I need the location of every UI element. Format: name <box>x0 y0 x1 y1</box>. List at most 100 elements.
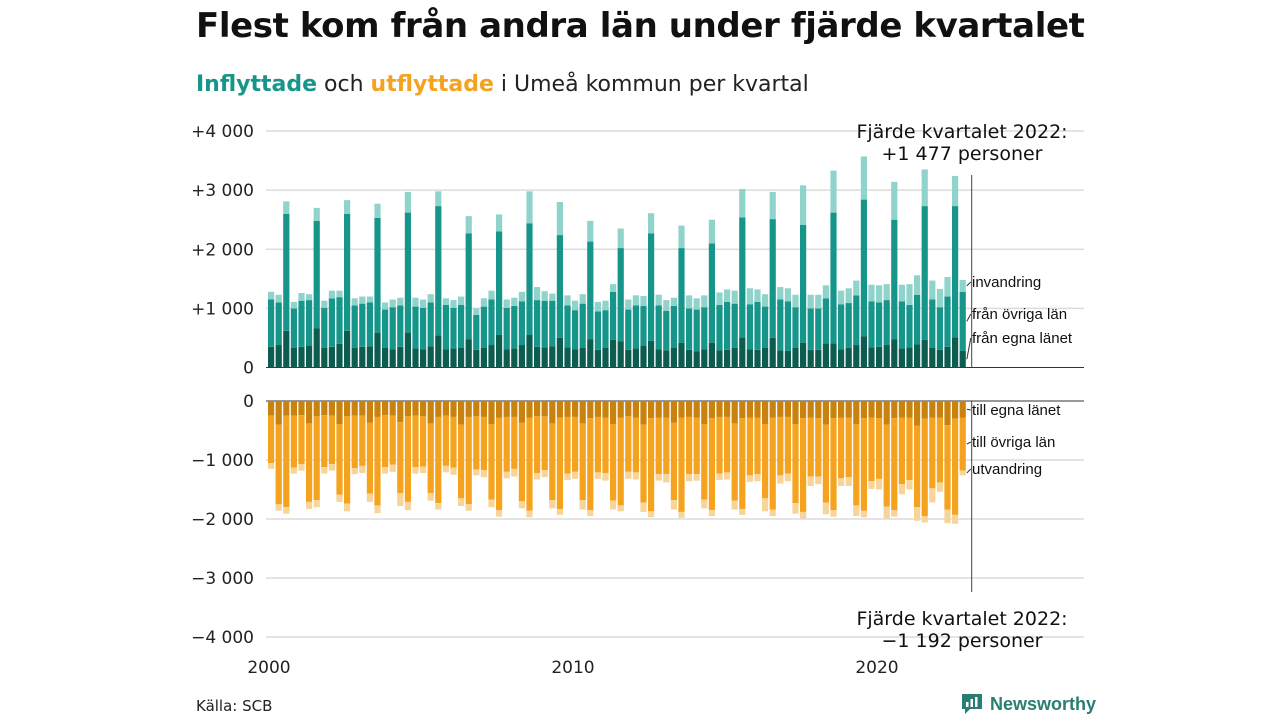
inflow-bar-invandring <box>496 214 503 232</box>
inflow-bar-från-övriga-län <box>321 307 328 348</box>
inflow-bar-invandring <box>792 294 799 308</box>
outflow-bar-till-egna-länet <box>420 401 427 417</box>
inflow-bar-invandring <box>891 181 898 220</box>
outflow-bar-till-egna-länet <box>959 401 966 418</box>
newsworthy-logo-icon <box>962 694 982 714</box>
outflow-bar-till-övriga-län <box>366 422 373 494</box>
inflow-bar-från-egna-länet <box>640 345 647 368</box>
inflow-bar-från-övriga-län <box>541 300 548 348</box>
inflow-bar-från-egna-länet <box>473 349 480 368</box>
outflow-bar-till-övriga-län <box>655 417 662 475</box>
outflow-bar-till-egna-länet <box>670 401 677 423</box>
inflow-bar-från-egna-länet <box>815 349 822 368</box>
outflow-bar-till-övriga-län <box>632 417 639 473</box>
inflow-bar-från-övriga-län <box>648 233 655 341</box>
outflow-bar-utvandring <box>822 502 829 515</box>
outflow-bar-till-övriga-län <box>397 422 404 494</box>
outflow-bar-till-övriga-län <box>442 415 449 466</box>
y-tick-label-out: −2 000 <box>191 510 254 530</box>
outflow-bar-till-egna-länet <box>822 401 829 425</box>
outflow-bar-till-egna-länet <box>366 401 373 423</box>
outflow-bar-till-egna-länet <box>906 401 913 418</box>
inflow-bar-invandring <box>283 201 290 214</box>
outflow-bar-utvandring <box>389 464 396 472</box>
outflow-bar-till-övriga-län <box>807 417 814 477</box>
inflow-bar-från-egna-länet <box>458 347 465 368</box>
inflow-bar-invandring <box>754 289 761 302</box>
outflow-bar-utvandring <box>587 510 594 517</box>
inflow-bar-från-egna-länet <box>366 346 373 368</box>
inflow-bar-från-egna-länet <box>792 347 799 368</box>
outflow-bar-till-egna-länet <box>587 401 594 419</box>
outflow-bar-utvandring <box>632 472 639 480</box>
outflow-bar-till-övriga-län <box>602 417 609 473</box>
outflow-bar-till-egna-länet <box>944 401 951 426</box>
outflow-bar-utvandring <box>754 474 761 482</box>
series-label-out: utvandring <box>972 461 1042 478</box>
outflow-bar-till-övriga-län <box>473 416 480 470</box>
outflow-bar-till-övriga-län <box>374 416 381 506</box>
inflow-bar-från-övriga-län <box>898 301 905 349</box>
outflow-bar-till-övriga-län <box>328 415 335 465</box>
inflow-bar-invandring <box>336 290 343 298</box>
inflow-bar-från-övriga-län <box>921 206 928 340</box>
y-tick-label-in: +1 000 <box>191 299 254 319</box>
outflow-bar-utvandring <box>518 501 525 509</box>
inflow-bar-från-egna-länet <box>290 347 297 368</box>
outflow-bar-till-egna-länet <box>640 401 647 425</box>
outflow-bar-till-egna-länet <box>328 401 335 416</box>
inflow-bar-invandring <box>784 288 791 302</box>
outflow-bar-till-övriga-län <box>268 415 275 463</box>
outflow-bar-utvandring <box>579 500 586 510</box>
inflow-bar-från-övriga-län <box>693 309 700 352</box>
inflow-bar-från-egna-länet <box>359 346 366 368</box>
inflow-bar-från-övriga-län <box>427 302 434 347</box>
inflow-bar-från-övriga-län <box>625 309 632 350</box>
inflow-bar-invandring <box>952 175 959 207</box>
inflow-bar-från-egna-länet <box>906 347 913 368</box>
series-label-in: invandring <box>972 274 1041 291</box>
inflow-bar-invandring <box>602 300 609 311</box>
outflow-bar-till-egna-länet <box>929 401 936 418</box>
inflow-bar-från-egna-länet <box>686 349 693 368</box>
outflow-bar-till-övriga-län <box>541 416 548 471</box>
outflow-bar-till-övriga-län <box>404 416 411 502</box>
annotation-out-line2: −1 192 personer <box>882 630 1043 652</box>
inflow-bar-invandring <box>328 290 335 299</box>
inflow-bar-invandring <box>321 300 328 308</box>
inflow-bar-från-övriga-län <box>815 308 822 350</box>
annotation-out-line1: Fjärde kvartalet 2022: <box>856 608 1067 630</box>
inflow-bar-invandring <box>268 291 275 300</box>
inflow-bar-från-egna-länet <box>435 335 442 368</box>
outflow-bar-till-övriga-län <box>838 417 845 479</box>
inflow-bar-från-egna-länet <box>632 348 639 368</box>
outflow-bar-till-egna-länet <box>579 401 586 424</box>
inflow-bar-från-övriga-län <box>822 298 829 344</box>
outflow-bar-till-övriga-län <box>936 417 943 483</box>
inflow-bar-invandring <box>944 277 951 297</box>
outflow-bar-utvandring <box>572 471 579 479</box>
outflow-bar-till-övriga-län <box>640 424 647 503</box>
outflow-bar-utvandring <box>344 503 351 512</box>
outflow-bar-utvandring <box>549 500 556 509</box>
inflow-bar-från-egna-länet <box>602 347 609 368</box>
inflow-bar-invandring <box>860 156 867 200</box>
inflow-bar-från-egna-länet <box>663 350 670 368</box>
outflow-bar-till-övriga-län <box>564 416 571 474</box>
outflow-bar-utvandring <box>404 501 411 511</box>
outflow-bar-till-egna-länet <box>450 401 457 417</box>
outflow-bar-till-övriga-län <box>496 417 503 511</box>
inflow-bar-från-egna-länet <box>754 349 761 368</box>
outflow-bar-till-övriga-län <box>534 416 541 473</box>
outflow-bar-utvandring <box>936 482 943 492</box>
outflow-bar-till-egna-länet <box>792 401 799 425</box>
outflow-bar-till-egna-länet <box>860 401 867 419</box>
inflow-bar-från-övriga-län <box>579 303 586 348</box>
inflow-bar-från-egna-länet <box>404 332 411 368</box>
inflow-bar-från-övriga-län <box>731 303 738 348</box>
inflow-bar-invandring <box>693 298 700 310</box>
outflow-bar-till-övriga-län <box>952 418 959 515</box>
outflow-bar-till-egna-länet <box>275 401 282 425</box>
outflow-bar-till-egna-länet <box>549 401 556 424</box>
inflow-bar-invandring <box>678 225 685 249</box>
